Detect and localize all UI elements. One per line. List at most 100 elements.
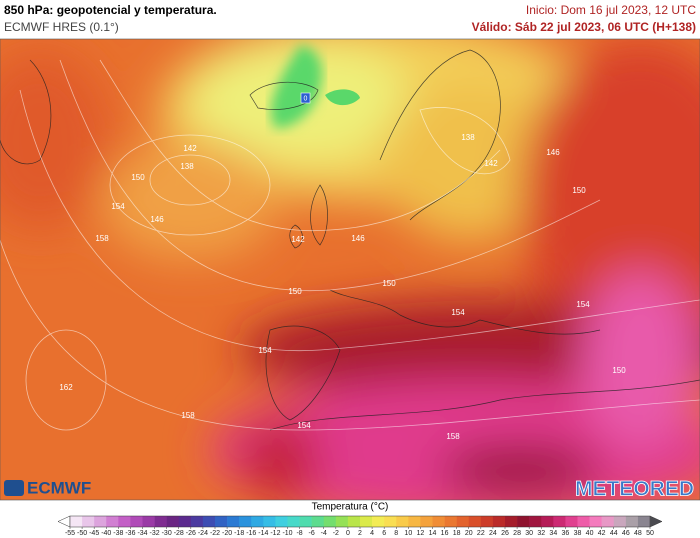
contour-label: 138 bbox=[461, 133, 475, 142]
colorbar-tick-label: -40 bbox=[101, 530, 111, 537]
colorbar-tick-label: 40 bbox=[586, 530, 594, 537]
colorbar-box bbox=[420, 516, 433, 527]
colorbar-tick-label: -45 bbox=[89, 530, 99, 537]
colorbar-box bbox=[625, 516, 639, 527]
title: 850 hPa: geopotencial y temperatura. bbox=[4, 3, 217, 17]
colorbar-box bbox=[565, 516, 578, 527]
colorbar-box bbox=[396, 516, 409, 527]
colorbar-tick-label: -34 bbox=[137, 530, 147, 537]
contour-label: 154 bbox=[297, 421, 311, 430]
colorbar-tick-label: -18 bbox=[234, 530, 244, 537]
colorbar-box bbox=[94, 516, 107, 527]
contour-label: 150 bbox=[288, 287, 302, 296]
colorbar-box bbox=[263, 516, 276, 527]
colorbar-tick-label: 4 bbox=[370, 530, 374, 537]
colorbar-tick-label: -32 bbox=[150, 530, 160, 537]
colorbar-tick-label: -50 bbox=[77, 530, 87, 537]
colorbar-tick-label: 26 bbox=[501, 530, 509, 537]
contour-label: 162 bbox=[59, 383, 73, 392]
colorbar-tick-label: 34 bbox=[549, 530, 557, 537]
colorbar-box bbox=[577, 516, 590, 527]
colorbar-tick-label: 48 bbox=[634, 530, 642, 537]
colorbar-box bbox=[227, 516, 240, 527]
contour-label: 150 bbox=[131, 173, 145, 182]
colorbar-box bbox=[215, 516, 228, 527]
colorbar-tick-label: -4 bbox=[321, 530, 327, 537]
colorbar-tick-label: -26 bbox=[186, 530, 196, 537]
colorbar-box bbox=[541, 516, 554, 527]
colorbar-box bbox=[589, 516, 602, 527]
colorbar-tick-label: -16 bbox=[246, 530, 256, 537]
colorbar-tick-label: 38 bbox=[574, 530, 582, 537]
colorbar-box bbox=[492, 516, 506, 527]
colorbar-tick-label: 8 bbox=[394, 530, 398, 537]
colorbar-box bbox=[553, 516, 566, 527]
contour-label: 150 bbox=[612, 366, 626, 375]
colorbar-tick-label: 24 bbox=[489, 530, 497, 537]
contour-label: 142 bbox=[183, 144, 197, 153]
contour-label: 158 bbox=[181, 411, 195, 420]
colorbar-tick-label: 20 bbox=[465, 530, 473, 537]
contour-label: 154 bbox=[451, 308, 465, 317]
colorbar-tick-label: -14 bbox=[258, 530, 268, 537]
init-time: Inicio: Dom 16 jul 2023, 12 UTC bbox=[526, 3, 696, 17]
colorbar-tick-label: -20 bbox=[222, 530, 232, 537]
colorbar-box bbox=[408, 516, 421, 527]
colorbar-tick-label: 2 bbox=[358, 530, 362, 537]
colorbar-tick-label: -30 bbox=[162, 530, 172, 537]
colorbar-end bbox=[57, 515, 71, 528]
colorbar-tick-label: -2 bbox=[333, 530, 339, 537]
colorbar-box bbox=[82, 516, 95, 527]
colorbar-tick-label: 16 bbox=[441, 530, 449, 537]
colorbar-tick-label: 10 bbox=[404, 530, 412, 537]
colorbar-box bbox=[251, 516, 264, 527]
colorbar-box bbox=[529, 516, 542, 527]
colorbar-tick-label: 50 bbox=[646, 530, 654, 537]
contour-label: 154 bbox=[576, 300, 590, 309]
colorbar-tick-label: 30 bbox=[525, 530, 533, 537]
colorbar-box bbox=[384, 516, 397, 527]
colorbar-box bbox=[637, 516, 651, 527]
colorbar-box bbox=[311, 516, 325, 527]
colorbar-box bbox=[456, 516, 470, 527]
colorbar-tick-label: -12 bbox=[270, 530, 280, 537]
meteored-logo: METEORED bbox=[575, 478, 694, 501]
colorbar-box bbox=[202, 516, 216, 527]
colorbar-tick-label: -22 bbox=[210, 530, 220, 537]
colorbar-box bbox=[142, 516, 155, 527]
colorbar-box bbox=[275, 516, 288, 527]
colorbar-box bbox=[130, 516, 143, 527]
colorbar-tick-label: -24 bbox=[198, 530, 208, 537]
colorbar-tick-label: -6 bbox=[309, 530, 315, 537]
colorbar-tick-label: 36 bbox=[562, 530, 570, 537]
colorbar-box bbox=[517, 516, 530, 527]
ecmwf-logo: ECMWF bbox=[4, 478, 91, 497]
contour-label: 154 bbox=[111, 202, 125, 211]
colorbar-box bbox=[613, 516, 627, 527]
colorbar-tick-label: 0 bbox=[346, 530, 350, 537]
colorbar-box bbox=[335, 516, 349, 527]
colorbar-tick-label: 46 bbox=[622, 530, 630, 537]
colorbar-box bbox=[372, 516, 385, 527]
colorbar-box bbox=[601, 516, 615, 527]
colorbar-tick-label: -38 bbox=[113, 530, 123, 537]
contour-label: 138 bbox=[180, 162, 194, 171]
colorbar-tick-label: -28 bbox=[174, 530, 184, 537]
colorbar-box bbox=[118, 516, 131, 527]
colorbar-box bbox=[299, 516, 312, 527]
colorbar-tick-label: -10 bbox=[282, 530, 292, 537]
colorbar-tick-label: -8 bbox=[296, 530, 302, 537]
colorbar-box bbox=[480, 516, 494, 527]
contour-label: 146 bbox=[546, 148, 560, 157]
colorbar-box bbox=[432, 516, 445, 527]
contour-label: 158 bbox=[95, 234, 109, 243]
colorbar-tick-label: 14 bbox=[429, 530, 437, 537]
contour-label: 146 bbox=[351, 234, 365, 243]
contour-label: 146 bbox=[150, 215, 164, 224]
colorbar-tick-label: 32 bbox=[537, 530, 545, 537]
contour-label: 154 bbox=[258, 346, 272, 355]
colorbar-tick-label: 22 bbox=[477, 530, 485, 537]
colorbar-box bbox=[239, 516, 252, 527]
colorbar-box bbox=[444, 516, 457, 527]
colorbar: -55 -50 -45 -40 -38 -36 -34 -32 -30 -28 -26 -24 -22-… bbox=[57, 515, 663, 537]
